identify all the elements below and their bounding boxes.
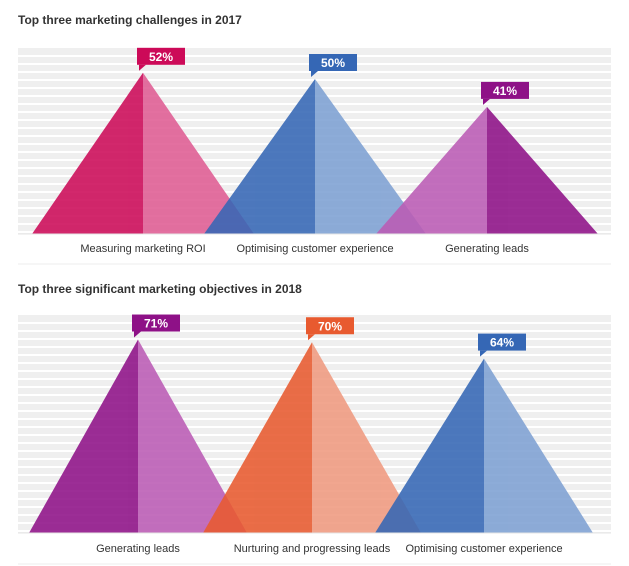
objectives-2018-chart: 71% 70% 64% Generating leads Nurturing and p… (18, 314, 611, 565)
challenge-peak-optimising-customer-experience (204, 79, 426, 234)
value-badge: 71% (132, 314, 180, 338)
value-label: 71% (144, 317, 168, 331)
challenges-2017-chart: 52% 50% 41% Measuring marketing ROI Optimisi… (18, 47, 611, 265)
value-badge: 52% (137, 47, 185, 71)
chart-title-2017: Top three marketing challenges in 2017 (18, 13, 242, 27)
value-label: 52% (149, 50, 173, 64)
objective-peak-generating-leads (29, 339, 247, 533)
category-label: Generating leads (445, 243, 529, 255)
category-label: Generating leads (96, 543, 180, 555)
peak-left-face (376, 106, 487, 234)
value-label: 41% (493, 84, 517, 98)
peak-right-face (312, 342, 421, 533)
peak-left-face (203, 342, 312, 533)
challenge-peak-generating-leads (376, 106, 598, 234)
peak-right-face (315, 79, 426, 234)
objective-peak-nurturing-and-progressing-leads (203, 342, 421, 533)
peak-left-face (29, 339, 138, 533)
category-label: Optimising customer experience (236, 243, 393, 255)
value-label: 70% (318, 319, 342, 333)
value-label: 64% (490, 336, 514, 350)
value-badge: 50% (309, 54, 357, 77)
value-badge: 70% (306, 317, 354, 341)
category-label: Optimising customer experience (405, 543, 562, 555)
category-label: Measuring marketing ROI (80, 243, 205, 255)
value-label: 50% (321, 56, 345, 70)
peak-right-face (138, 339, 247, 533)
chart-title-2018: Top three significant marketing objectiv… (18, 282, 302, 296)
value-badge: 41% (481, 81, 529, 105)
peak-left-face (204, 79, 315, 234)
category-label: Nurturing and progressing leads (234, 543, 391, 555)
peak-right-face (487, 106, 598, 234)
value-badge: 64% (478, 333, 526, 357)
